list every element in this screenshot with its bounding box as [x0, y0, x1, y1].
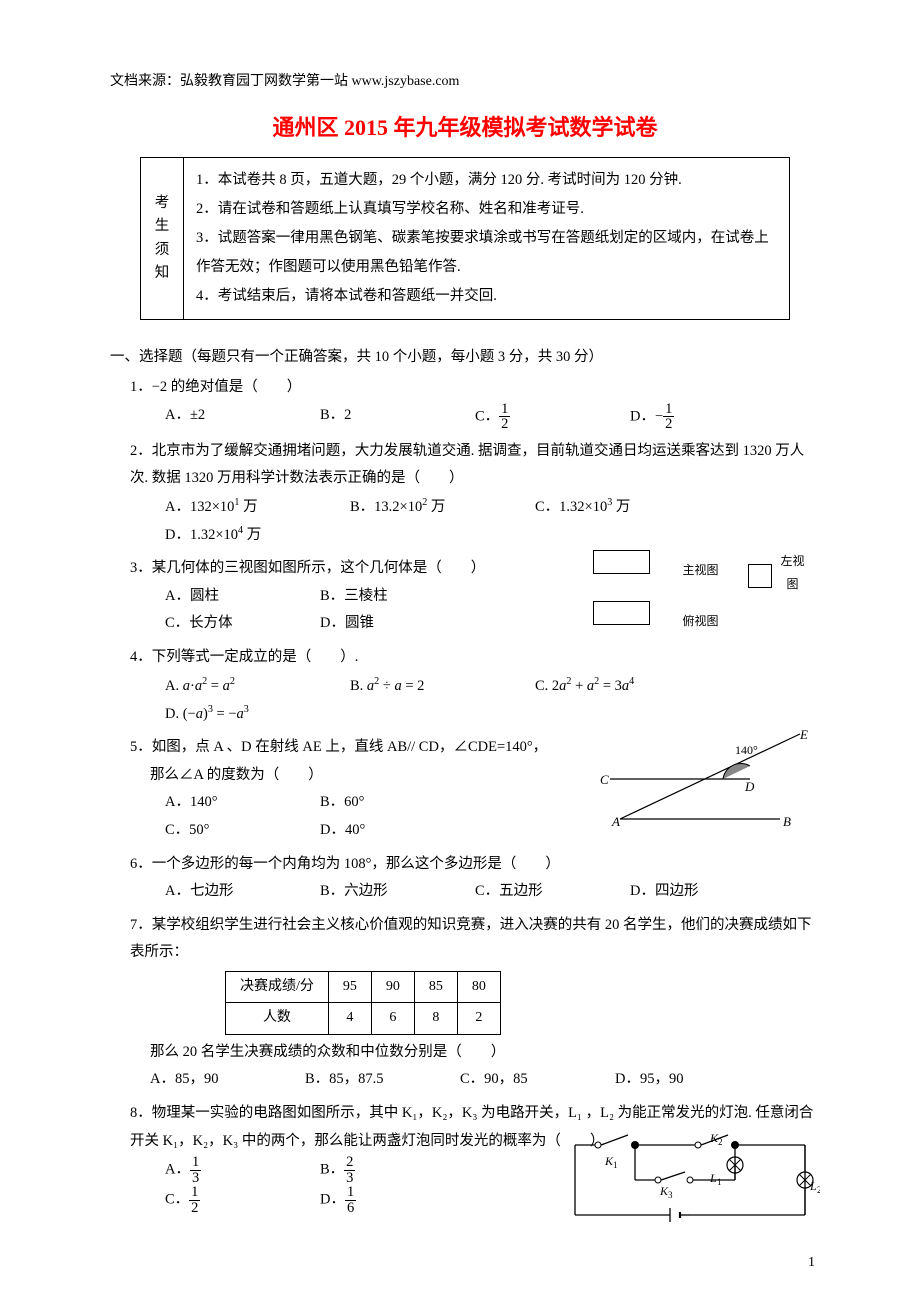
three-views-diagram: 主视图 左视图 俯视图 — [593, 550, 810, 634]
question-text: 4．下列等式一定成立的是（ ）. — [110, 644, 820, 672]
svg-text:E: E — [799, 727, 808, 742]
option-b: B．13.2×102 万 — [350, 493, 535, 521]
score-table: 决赛成绩/分 95 90 85 80 人数 4 6 8 2 — [225, 971, 501, 1035]
option-a: A．圆柱 — [165, 583, 320, 611]
option-a: A．132×101 万 — [165, 493, 350, 521]
option-a: A. a·a2 = a2 — [165, 672, 350, 700]
option-c: C．五边形 — [475, 878, 630, 906]
option-d: D．40° — [320, 817, 475, 845]
svg-text:L: L — [809, 1179, 817, 1193]
option-a: A．13 — [165, 1155, 320, 1185]
option-c: C．1.32×103 万 — [535, 493, 720, 521]
question-text-2: 那么 20 名学生决赛成绩的众数和中位数分别是（ ） — [110, 1039, 820, 1067]
option-c: C. 2a2 + a2 = 3a4 — [535, 672, 720, 700]
question-4: 4．下列等式一定成立的是（ ）. A. a·a2 = a2 B. a2 ÷ a … — [110, 644, 820, 728]
circuit-diagram: K1 K2 K3 L1 L2 — [560, 1130, 820, 1241]
table-header: 决赛成绩/分 — [226, 971, 329, 1003]
table-cell: 2 — [457, 1003, 500, 1035]
question-text: 7．某学校组织学生进行社会主义核心价值观的知识竞赛，进入决赛的共有 20 名学生… — [110, 912, 820, 967]
notice-item: 2．请在试卷和答题纸上认真填写学校名称、姓名和准考证号. — [196, 195, 777, 224]
option-b: B. a2 ÷ a = 2 — [350, 672, 535, 700]
question-8: 8．物理某一实验的电路图如图所示，其中 K₁，K₂，K₃ 为电路开关，L₁ ，L… — [110, 1100, 820, 1215]
notice-box: 考生须知 1．本试卷共 8 页，五道大题，29 个小题，满分 120 分. 考试… — [140, 157, 790, 320]
option-d: D．圆锥 — [320, 610, 475, 638]
table-cell: 8 — [414, 1003, 457, 1035]
option-d: D．16 — [320, 1185, 475, 1215]
table-cell: 4 — [328, 1003, 371, 1035]
question-7: 7．某学校组织学生进行社会主义核心价值观的知识竞赛，进入决赛的共有 20 名学生… — [110, 912, 820, 1094]
notice-item: 4．考试结束后，请将本试卷和答题纸一并交回. — [196, 282, 777, 311]
geometry-diagram: A B C D E 140° — [600, 724, 820, 845]
question-6: 6．一个多边形的每一个内角均为 108°，那么这个多边形是（ ） A．七边形 B… — [110, 851, 820, 906]
option-c: C．长方体 — [165, 610, 320, 638]
svg-text:140°: 140° — [735, 743, 758, 757]
svg-text:2: 2 — [817, 1185, 820, 1195]
svg-text:1: 1 — [613, 1160, 618, 1170]
option-c: C．12 — [475, 402, 630, 432]
option-b: B．三棱柱 — [320, 583, 475, 611]
svg-text:B: B — [783, 814, 791, 829]
svg-text:1: 1 — [717, 1177, 722, 1187]
section-title: 一、选择题（每题只有一个正确答案，共 10 个小题，每小题 3 分，共 30 分… — [110, 345, 820, 366]
svg-text:A: A — [611, 814, 620, 829]
svg-text:2: 2 — [718, 1137, 723, 1147]
question-2: 2．北京市为了缓解交通拥堵问题，大力发展轨道交通. 据调查，目前轨道交通日均运送… — [110, 438, 820, 550]
option-b: B．60° — [320, 789, 475, 817]
table-header: 85 — [414, 971, 457, 1003]
option-d: D．−12 — [630, 402, 785, 432]
option-d: D. (−a)3 = −a3 — [165, 700, 350, 728]
exam-title: 通州区 2015 年九年级模拟考试数学试卷 — [110, 110, 820, 142]
notice-item: 3．试题答案一律用黑色钢笔、碳素笔按要求填涂或书写在答题纸划定的区域内，在试卷上… — [196, 224, 777, 282]
question-5: 5．如图，点 A 、D 在射线 AE 上，直线 AB// CD，∠CDE=140… — [110, 734, 820, 844]
svg-text:L: L — [709, 1171, 717, 1185]
question-text: 2．北京市为了缓解交通拥堵问题，大力发展轨道交通. 据调查，目前轨道交通日均运送… — [110, 438, 820, 493]
option-b: B．六边形 — [320, 878, 475, 906]
question-1: 1．−2 的绝对值是（ ） A．±2 B．2 C．12 D．−12 — [110, 374, 820, 432]
question-text: 1．−2 的绝对值是（ ） — [110, 374, 820, 402]
option-c: C．12 — [165, 1185, 320, 1215]
option-b: B．2 — [320, 402, 475, 432]
option-a: A．±2 — [165, 402, 320, 432]
notice-left-label: 考生须知 — [141, 158, 184, 320]
option-b: B．23 — [320, 1155, 475, 1185]
option-d: D．95，90 — [615, 1066, 770, 1094]
question-3: 3．某几何体的三视图如图所示，这个几何体是（ ） A．圆柱 B．三棱柱 C．长方… — [110, 555, 820, 638]
option-d: D．1.32×104 万 — [165, 521, 350, 549]
table-header: 95 — [328, 971, 371, 1003]
option-a: A．七边形 — [165, 878, 320, 906]
svg-text:3: 3 — [668, 1190, 673, 1200]
table-cell: 6 — [371, 1003, 414, 1035]
notice-item: 1．本试卷共 8 页，五道大题，29 个小题，满分 120 分. 考试时间为 1… — [196, 166, 777, 195]
table-header: 80 — [457, 971, 500, 1003]
notice-content: 1．本试卷共 8 页，五道大题，29 个小题，满分 120 分. 考试时间为 1… — [184, 158, 790, 320]
option-b: B．85，87.5 — [305, 1066, 460, 1094]
option-c: C．90，85 — [460, 1066, 615, 1094]
svg-text:C: C — [600, 772, 609, 787]
table-header: 90 — [371, 971, 414, 1003]
page-number: 1 — [110, 1255, 820, 1271]
table-cell: 人数 — [226, 1003, 329, 1035]
question-text: 6．一个多边形的每一个内角均为 108°，那么这个多边形是（ ） — [110, 851, 820, 879]
option-c: C．50° — [165, 817, 320, 845]
source-header: 文档来源：弘毅教育园丁网数学第一站 www.jszybase.com — [110, 70, 820, 90]
option-a: A．140° — [165, 789, 320, 817]
option-a: A．85，90 — [150, 1066, 305, 1094]
svg-text:D: D — [744, 779, 755, 794]
option-d: D．四边形 — [630, 878, 785, 906]
